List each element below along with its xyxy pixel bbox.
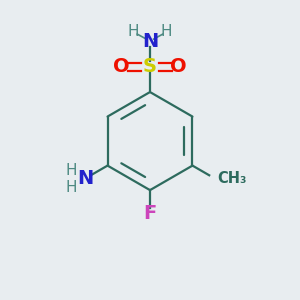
Text: O: O	[113, 57, 130, 76]
Text: H: H	[161, 24, 172, 39]
Text: N: N	[142, 32, 158, 51]
Text: F: F	[143, 204, 157, 224]
Text: H: H	[128, 24, 139, 39]
Text: CH₃: CH₃	[217, 172, 247, 187]
Text: S: S	[143, 57, 157, 76]
Text: O: O	[170, 57, 187, 76]
Text: H: H	[65, 163, 76, 178]
Text: N: N	[77, 169, 94, 188]
Text: H: H	[65, 180, 76, 195]
